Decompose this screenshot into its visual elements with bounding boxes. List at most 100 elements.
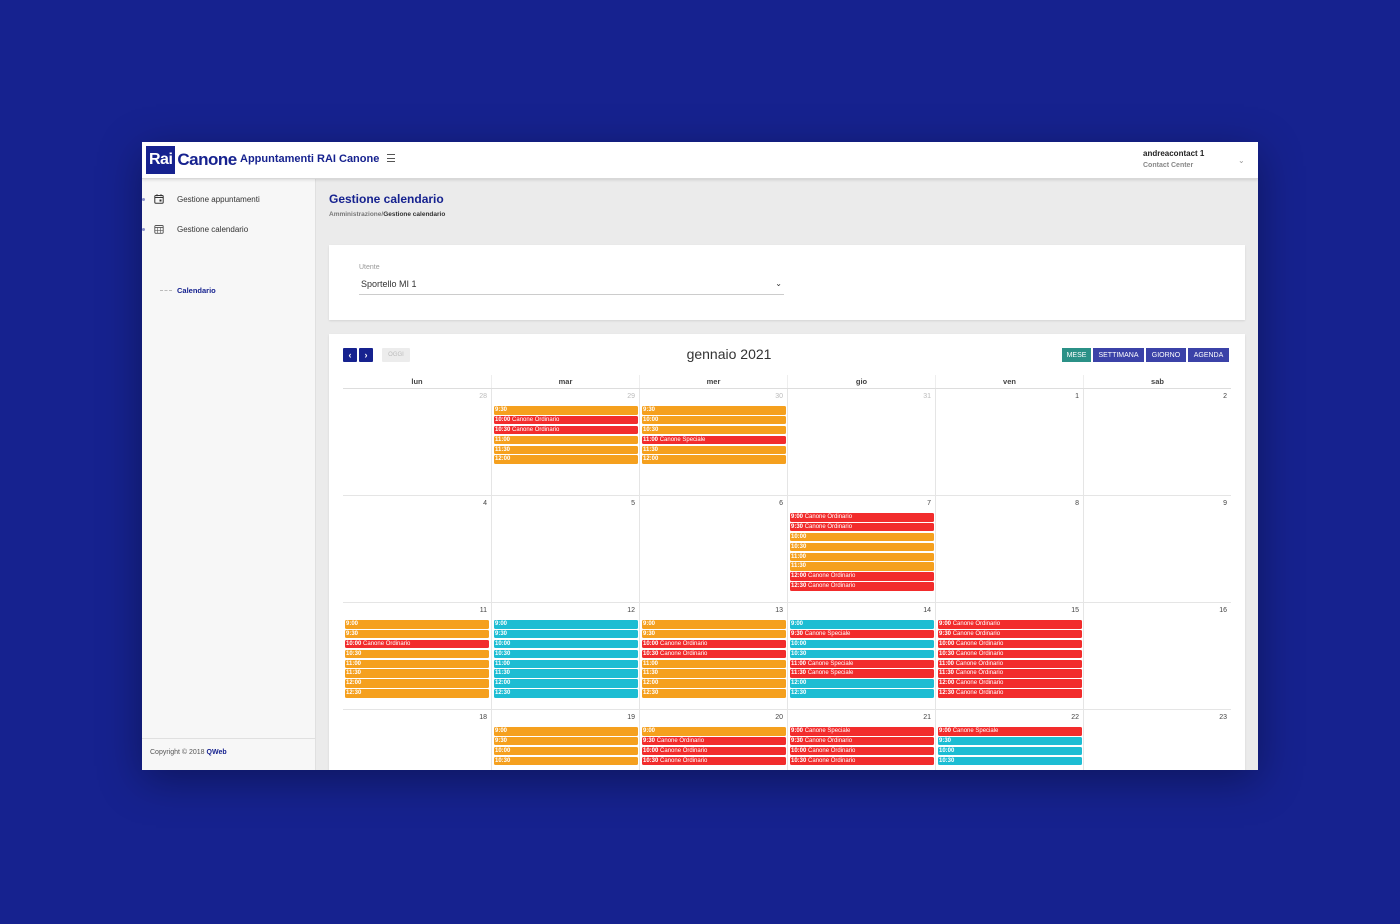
appointment-event[interactable]: 10:30 bbox=[494, 756, 638, 766]
day-number[interactable]: 15 bbox=[1071, 607, 1079, 614]
day-number[interactable]: 5 bbox=[631, 500, 635, 507]
appointment-event[interactable]: 9:30 bbox=[494, 406, 638, 415]
day-number[interactable]: 18 bbox=[479, 714, 487, 721]
appointment-event[interactable]: 12:00 Canone Ordinario bbox=[790, 572, 934, 581]
day-cell[interactable]: 18 bbox=[343, 710, 491, 770]
appointment-event[interactable]: 9:30 bbox=[642, 406, 786, 415]
appointment-event[interactable]: 9:00 Canone Speciale bbox=[938, 727, 1082, 736]
rai-canone-logo[interactable]: Rai Canone bbox=[146, 145, 237, 175]
appointment-event[interactable]: 10:00 Canone Ordinario bbox=[345, 639, 489, 649]
chevron-down-icon[interactable]: ⌄ bbox=[1238, 156, 1245, 165]
appointment-event[interactable]: 10:00 bbox=[642, 415, 786, 425]
sidebar-item-gestione-calendario[interactable]: Gestione calendario bbox=[142, 219, 316, 239]
appointment-event[interactable]: 10:00 bbox=[938, 746, 1082, 756]
day-number[interactable]: 22 bbox=[1071, 714, 1079, 721]
breadcrumb-parent[interactable]: Amministrazione/ bbox=[329, 211, 384, 218]
appointment-event[interactable]: 9:30 bbox=[938, 736, 1082, 746]
day-number[interactable]: 21 bbox=[923, 714, 931, 721]
appointment-event[interactable]: 10:00 bbox=[494, 639, 638, 649]
appointment-event[interactable]: 9:00 bbox=[790, 620, 934, 629]
appointment-event[interactable]: 10:00 Canone Ordinario bbox=[494, 415, 638, 425]
day-number[interactable]: 12 bbox=[627, 607, 635, 614]
day-cell[interactable]: 30 9:30 10:00 10:30 11:00 Canone Speciale 11:… bbox=[639, 389, 787, 495]
appointment-event[interactable]: 10:00 Canone Ordinario bbox=[642, 639, 786, 649]
day-number[interactable]: 11 bbox=[479, 607, 487, 614]
prev-month-button[interactable]: ‹ bbox=[343, 348, 357, 362]
appointment-event[interactable]: 10:30 Canone Ordinario bbox=[642, 649, 786, 659]
day-number[interactable]: 19 bbox=[627, 714, 635, 721]
day-number[interactable]: 7 bbox=[927, 500, 931, 507]
day-number[interactable]: 4 bbox=[483, 500, 487, 507]
appointment-event[interactable]: 10:00 Canone Ordinario bbox=[938, 639, 1082, 649]
appointment-event[interactable]: 11:30 bbox=[494, 669, 638, 679]
sidebar-subitem-calendario[interactable]: Calendario bbox=[177, 286, 216, 295]
day-number[interactable]: 23 bbox=[1219, 714, 1227, 721]
appointment-event[interactable]: 9:00 Canone Ordinario bbox=[790, 513, 934, 522]
today-button[interactable]: OGGI bbox=[382, 348, 410, 362]
appointment-event[interactable]: 9:00 bbox=[494, 620, 638, 629]
appointment-event[interactable]: 9:30 bbox=[494, 736, 638, 746]
appointment-event[interactable]: 9:00 Canone Speciale bbox=[790, 727, 934, 736]
appointment-event[interactable]: 12:30 bbox=[494, 689, 638, 698]
appointment-event[interactable]: 10:00 bbox=[790, 639, 934, 649]
day-number[interactable]: 14 bbox=[923, 607, 931, 614]
day-number[interactable]: 13 bbox=[775, 607, 783, 614]
appointment-event[interactable]: 9:30 Canone Ordinario bbox=[790, 736, 934, 746]
day-cell[interactable]: 19 9:00 9:30 10:00 10:30 bbox=[491, 710, 639, 770]
appointment-event[interactable]: 11:30 bbox=[345, 669, 489, 679]
day-number[interactable]: 1 bbox=[1075, 393, 1079, 400]
appointment-event[interactable]: 10:30 bbox=[938, 756, 1082, 766]
day-number[interactable]: 20 bbox=[775, 714, 783, 721]
appointment-event[interactable]: 11:00 bbox=[790, 552, 934, 562]
appointment-event[interactable]: 10:30 bbox=[642, 425, 786, 435]
day-cell[interactable]: 8 bbox=[935, 496, 1083, 602]
appointment-event[interactable]: 10:30 Canone Ordinario bbox=[790, 756, 934, 766]
view-week-button[interactable]: SETTIMANA bbox=[1093, 348, 1144, 362]
appointment-event[interactable]: 9:30 Canone Ordinario bbox=[938, 629, 1082, 639]
day-number[interactable]: 28 bbox=[479, 393, 487, 400]
copyright-brand[interactable]: QWeb bbox=[206, 749, 227, 756]
appointment-event[interactable]: 9:30 Canone Ordinario bbox=[790, 522, 934, 532]
appointment-event[interactable]: 11:30 Canone Speciale bbox=[790, 669, 934, 679]
appointment-event[interactable]: 12:00 bbox=[494, 455, 638, 465]
appointment-event[interactable]: 12:30 Canone Ordinario bbox=[938, 689, 1082, 698]
view-day-button[interactable]: GIORNO bbox=[1146, 348, 1186, 362]
appointment-event[interactable]: 9:30 Canone Ordinario bbox=[642, 736, 786, 746]
appointment-event[interactable]: 9:30 Canone Speciale bbox=[790, 629, 934, 639]
appointment-event[interactable]: 9:00 bbox=[642, 620, 786, 629]
day-cell[interactable]: 15 9:00 Canone Ordinario 9:30 Canone Ordin… bbox=[935, 603, 1083, 709]
day-number[interactable]: 31 bbox=[923, 393, 931, 400]
day-cell[interactable]: 13 9:00 9:30 10:00 Canone Ordinario 10:30 Ca… bbox=[639, 603, 787, 709]
appointment-event[interactable]: 11:00 bbox=[494, 659, 638, 669]
day-cell[interactable]: 29 9:30 10:00 Canone Ordinario 10:30 Canone… bbox=[491, 389, 639, 495]
appointment-event[interactable]: 11:00 bbox=[345, 659, 489, 669]
appointment-event[interactable]: 11:00 Canone Ordinario bbox=[938, 659, 1082, 669]
appointment-event[interactable]: 12:30 Canone Ordinario bbox=[790, 582, 934, 591]
appointment-event[interactable]: 10:00 Canone Ordinario bbox=[790, 746, 934, 756]
appointment-event[interactable]: 12:00 bbox=[642, 455, 786, 465]
day-number[interactable]: 8 bbox=[1075, 500, 1079, 507]
appointment-event[interactable]: 12:00 bbox=[494, 679, 638, 688]
day-cell[interactable]: 14 9:00 9:30 Canone Speciale 10:00 10:30 11:0… bbox=[787, 603, 935, 709]
appointment-event[interactable]: 11:00 Canone Speciale bbox=[642, 435, 786, 445]
day-cell[interactable]: 9 bbox=[1083, 496, 1231, 602]
appointment-event[interactable]: 11:00 Canone Speciale bbox=[790, 659, 934, 669]
appointment-event[interactable]: 9:30 bbox=[642, 629, 786, 639]
appointment-event[interactable]: 9:30 bbox=[345, 629, 489, 639]
day-cell[interactable]: 4 bbox=[343, 496, 491, 602]
appointment-event[interactable]: 10:00 bbox=[790, 532, 934, 542]
appointment-event[interactable]: 12:00 bbox=[642, 679, 786, 688]
appointment-event[interactable]: 10:30 Canone Ordinario bbox=[938, 649, 1082, 659]
day-cell[interactable]: 22 9:00 Canone Speciale 9:30 10:00 10:30 bbox=[935, 710, 1083, 770]
day-cell[interactable]: 20 9:00 9:30 Canone Ordinario 10:00 Canone … bbox=[639, 710, 787, 770]
appointment-event[interactable]: 11:30 bbox=[642, 669, 786, 679]
day-number[interactable]: 30 bbox=[775, 393, 783, 400]
view-agenda-button[interactable]: AGENDA bbox=[1188, 348, 1229, 362]
user-select[interactable]: Sportello MI 1 ⌄ bbox=[359, 278, 784, 295]
appointment-event[interactable]: 9:00 bbox=[494, 727, 638, 736]
day-cell[interactable]: 21 9:00 Canone Speciale 9:30 Canone Ordina… bbox=[787, 710, 935, 770]
day-number[interactable]: 6 bbox=[779, 500, 783, 507]
appointment-event[interactable]: 11:00 bbox=[494, 435, 638, 445]
appointment-event[interactable]: 12:00 bbox=[345, 679, 489, 688]
day-number[interactable]: 16 bbox=[1219, 607, 1227, 614]
